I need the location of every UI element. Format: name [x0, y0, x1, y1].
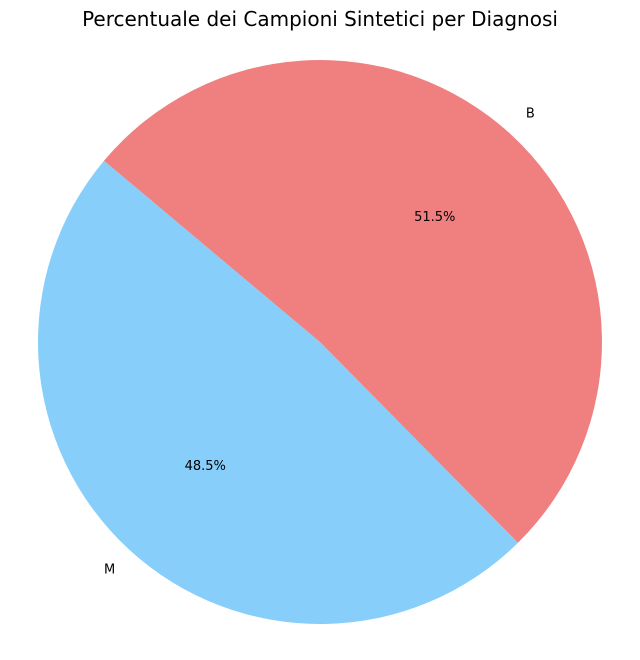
- slice-percent-b: 51.5%: [414, 210, 455, 225]
- slice-percent-m: 48.5%: [185, 459, 226, 474]
- pie-slice-b: [103, 59, 603, 543]
- pie-group: M 48.5% B 51.5%: [38, 59, 603, 624]
- chart-title: Percentuale dei Campioni Sintetici per D…: [82, 7, 558, 31]
- pie-slice-m: [38, 160, 519, 624]
- slice-label-b: B: [526, 107, 535, 122]
- slice-label-m: M: [104, 562, 115, 577]
